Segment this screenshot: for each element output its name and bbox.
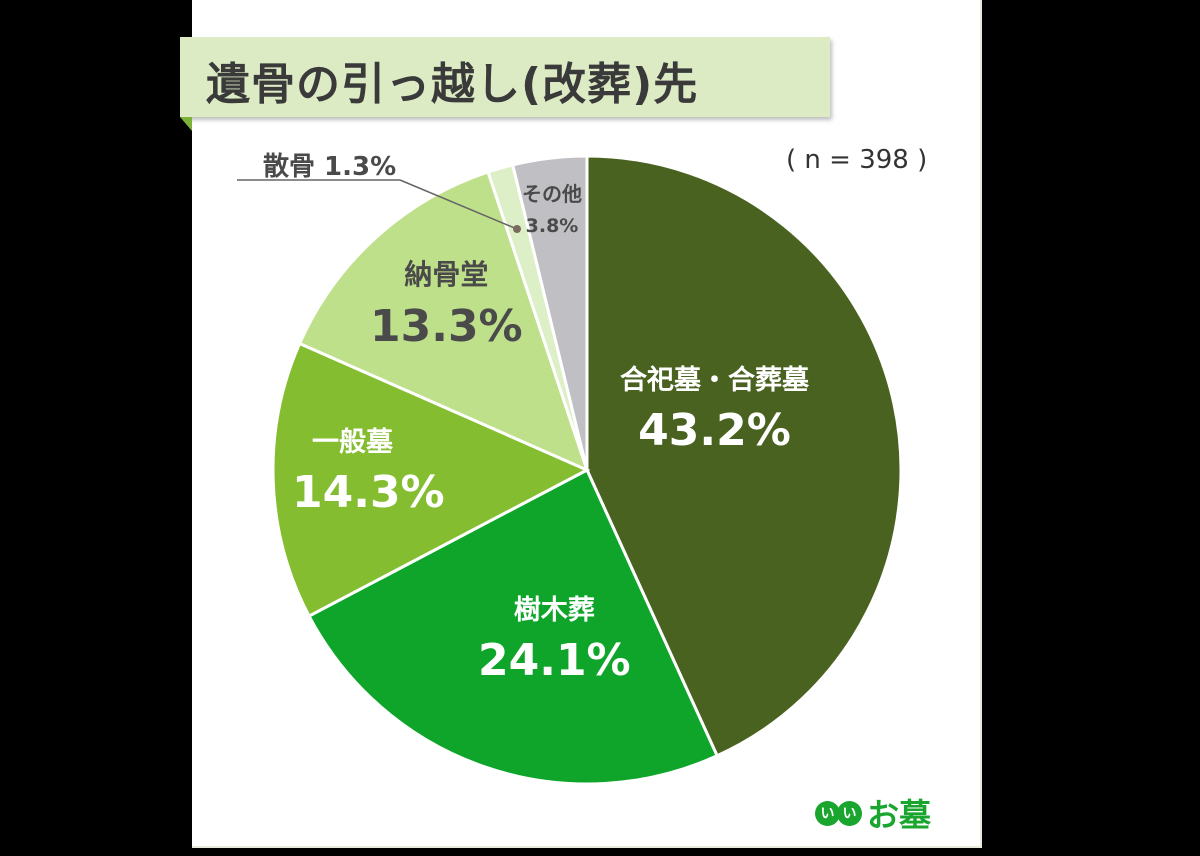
pie-slice-1 [307,467,720,786]
sample-size: ( n = 398 ) [786,145,928,175]
leader-dot [513,225,521,233]
brand-logo: い い お墓 [815,790,931,836]
pie-slice-5 [510,154,589,471]
slice-label-sankotsu: 散骨 1.3% [263,152,397,182]
title-ribbon [180,37,830,117]
pie-slice-0 [585,154,903,758]
slice-label-noukotsudou: 納骨堂 13.3% [370,258,523,352]
chart-title: 遺骨の引っ越し(改葬)先 [206,59,699,110]
title-ribbon-fold [180,117,192,131]
slice-label-sonota: その他 3.8% [522,182,582,237]
pie-slice-2 [271,341,591,619]
pie-slice-3 [297,170,590,473]
slice-label-jumokusou: 樹木葬 24.1% [478,595,631,686]
logo-mark-i2: い [837,800,862,826]
leader-line-diag [399,179,518,230]
slice-label-ippanbo: 一般墓 14.3% [292,427,445,518]
logo-text: お墓 [867,796,932,834]
slice-label-gassou: 合祀墓・合葬墓 43.2% [620,365,809,456]
logo-mark-i1: い [815,800,840,826]
